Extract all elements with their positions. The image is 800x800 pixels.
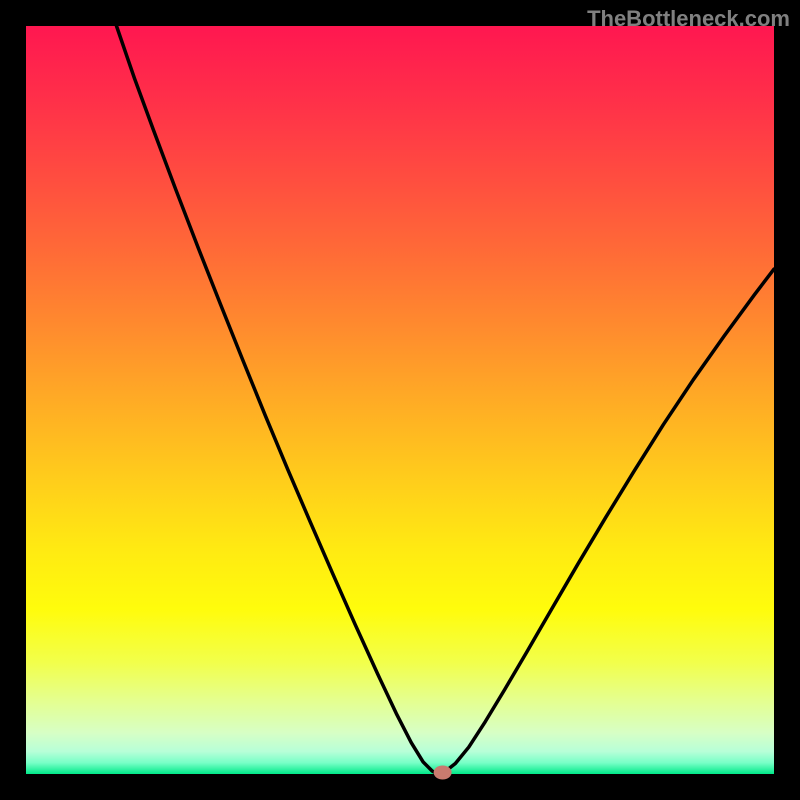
chart-container: { "watermark": { "text": "TheBottleneck.… bbox=[0, 0, 800, 800]
optimum-marker bbox=[434, 766, 452, 780]
bottleneck-chart bbox=[0, 0, 800, 800]
watermark-text: TheBottleneck.com bbox=[587, 6, 790, 32]
plot-background bbox=[26, 26, 774, 774]
